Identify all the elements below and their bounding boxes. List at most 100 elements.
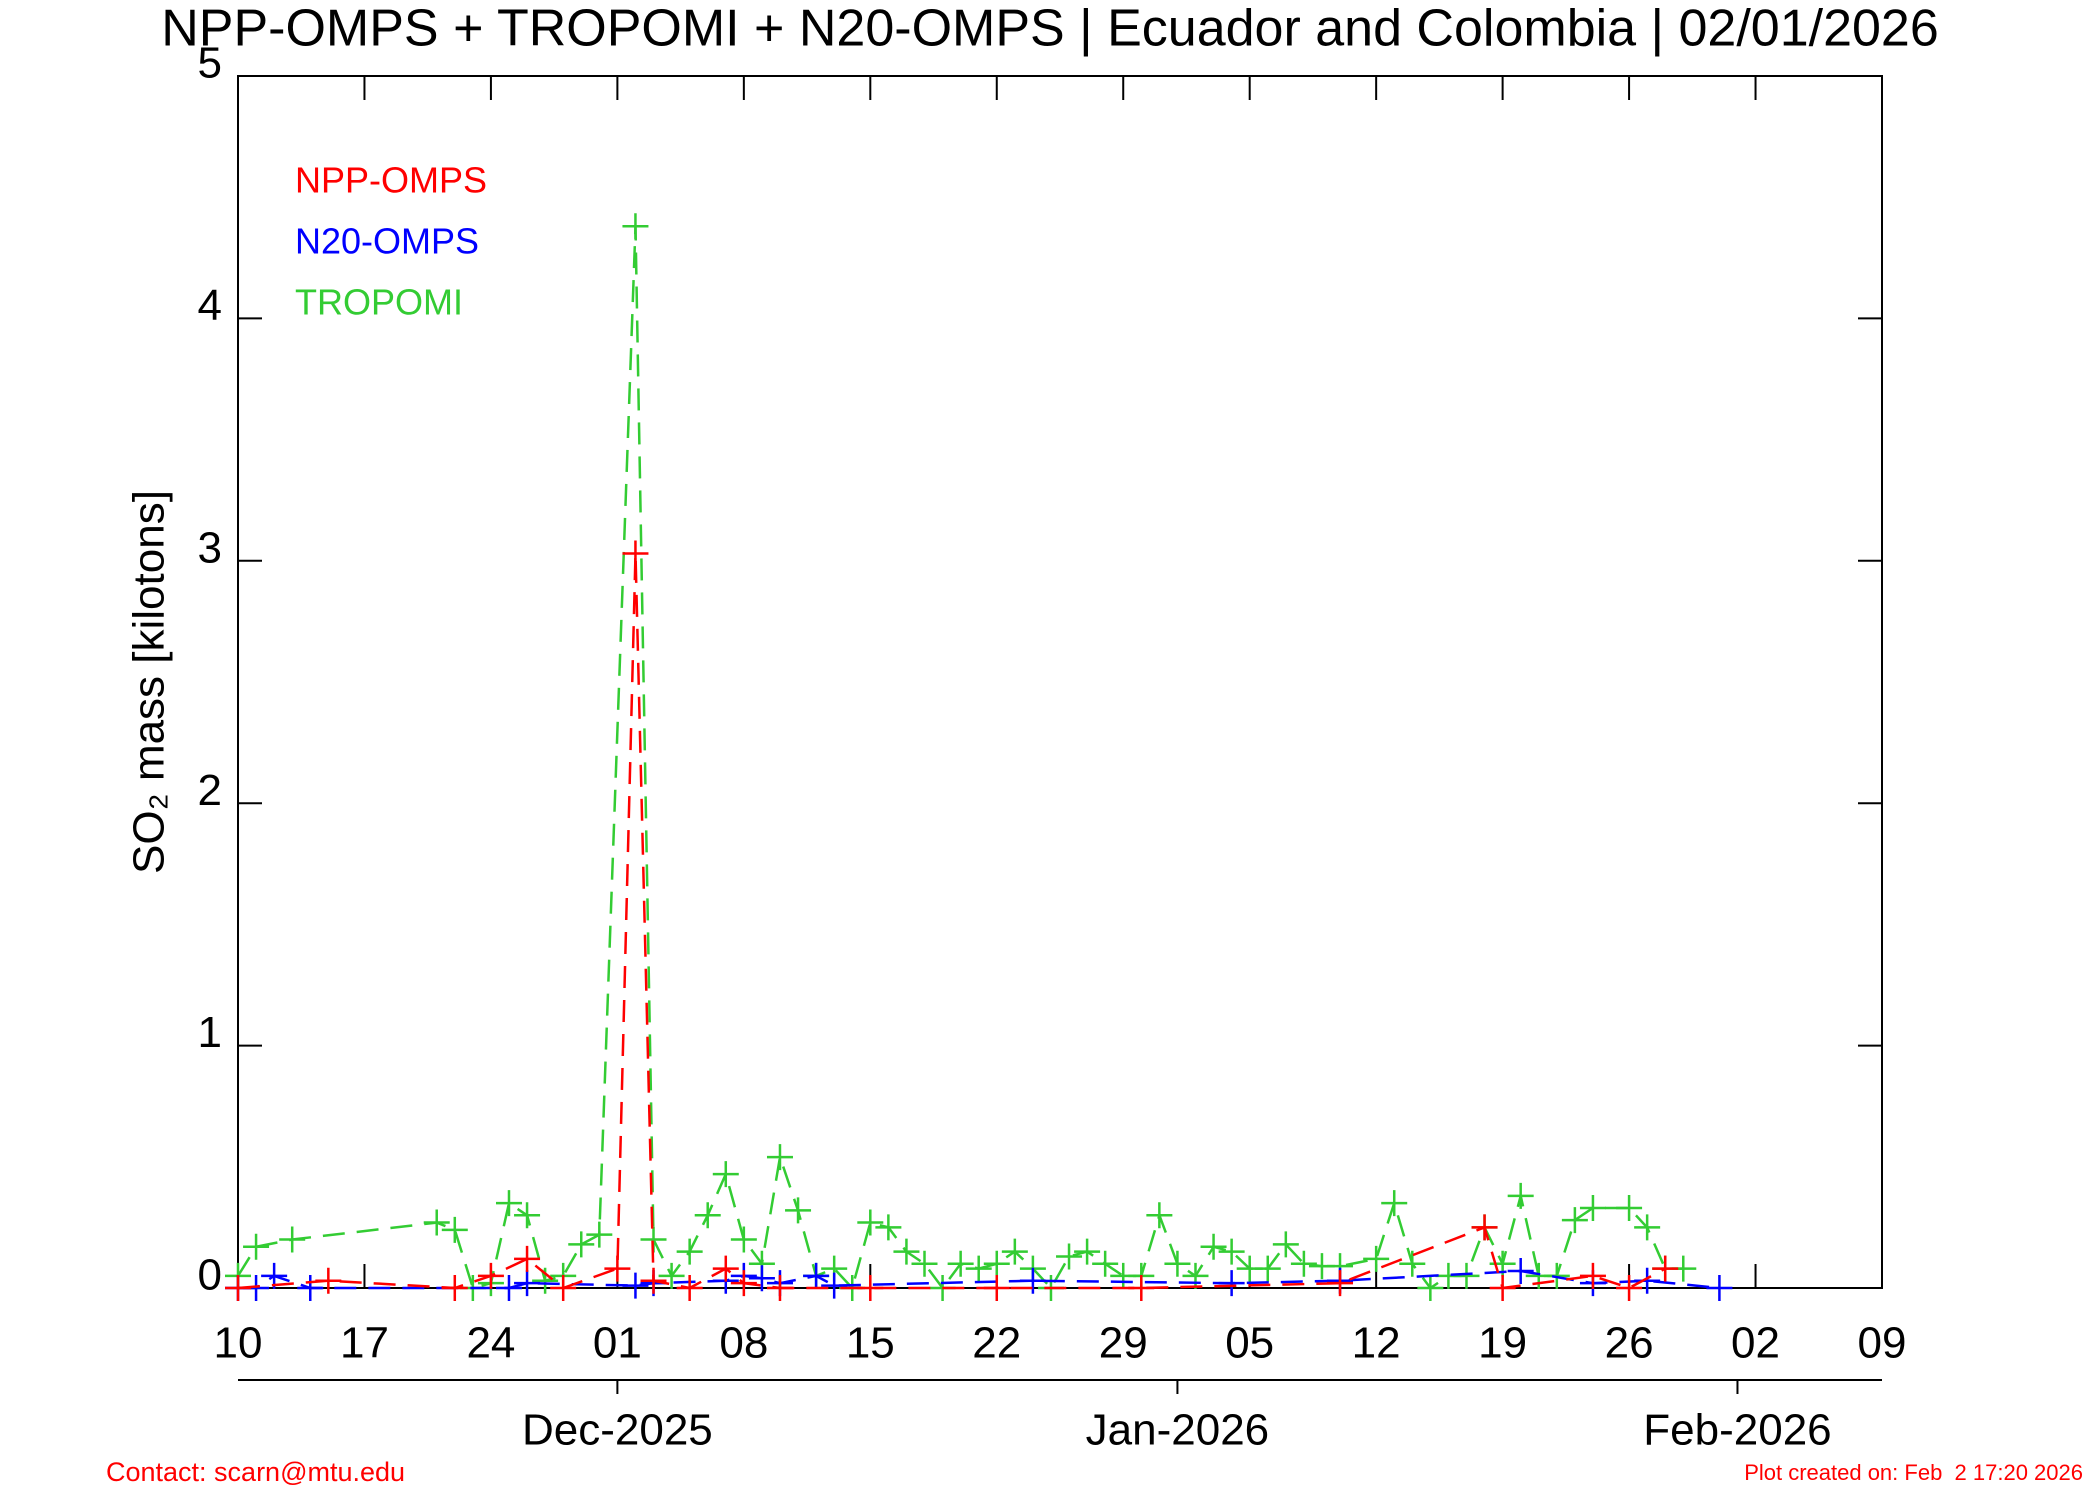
point-marker: [983, 1250, 1010, 1277]
point-marker: [983, 1275, 1010, 1301]
point-marker: [730, 1226, 757, 1253]
point-marker: [586, 1221, 613, 1248]
legend-entry: TROPOMI: [295, 282, 463, 323]
point-marker: [1471, 1214, 1498, 1241]
point-marker: [1327, 1270, 1354, 1297]
point-marker: [712, 1161, 739, 1188]
point-marker: [748, 1265, 775, 1292]
point-marker: [1561, 1207, 1588, 1234]
point-marker: [1579, 1262, 1606, 1289]
x-tick-label: 10: [214, 1319, 263, 1368]
point-marker: [766, 1144, 793, 1171]
x-tick-label: 22: [972, 1319, 1021, 1368]
point-marker: [1019, 1267, 1046, 1294]
point-marker: [712, 1255, 739, 1282]
point-marker: [676, 1238, 703, 1265]
point-marker: [1272, 1231, 1299, 1258]
x-tick-label: 24: [466, 1319, 515, 1368]
point-marker: [676, 1275, 703, 1301]
point-marker: [297, 1275, 324, 1301]
x-tick-label: 01: [593, 1319, 642, 1368]
point-marker: [1634, 1267, 1661, 1294]
y-tick-label: 5: [198, 39, 222, 88]
point-marker: [965, 1255, 992, 1282]
point-marker: [857, 1209, 884, 1236]
point-marker: [441, 1216, 468, 1243]
point-marker: [1634, 1214, 1661, 1241]
x-tick-label: 09: [1858, 1319, 1907, 1368]
point-marker: [568, 1231, 595, 1258]
point-marker: [893, 1238, 920, 1265]
point-marker: [441, 1275, 468, 1301]
x-tick-label: 08: [719, 1319, 768, 1368]
footer-contact: Contact: scarn@mtu.edu: [106, 1457, 405, 1487]
point-marker: [1652, 1255, 1679, 1282]
point-marker: [622, 1272, 649, 1299]
y-tick-label: 2: [198, 766, 222, 815]
point-marker: [821, 1272, 848, 1299]
month-label: Jan-2026: [1086, 1406, 1269, 1455]
point-marker: [1074, 1238, 1101, 1265]
point-marker: [514, 1202, 541, 1229]
x-tick-label: 19: [1478, 1319, 1527, 1368]
point-marker: [477, 1262, 504, 1289]
point-marker: [1381, 1190, 1408, 1217]
point-marker: [1146, 1202, 1173, 1229]
point-marker: [1092, 1250, 1119, 1277]
point-marker: [532, 1267, 559, 1294]
point-marker: [1706, 1275, 1733, 1301]
legend-entry: N20-OMPS: [295, 221, 479, 262]
point-marker: [1417, 1275, 1444, 1301]
point-marker: [514, 1245, 541, 1272]
point-marker: [911, 1250, 938, 1277]
point-marker: [1616, 1195, 1643, 1222]
x-tick-label: 12: [1352, 1319, 1401, 1368]
point-marker: [1200, 1233, 1227, 1260]
x-tick-label: 15: [846, 1319, 895, 1368]
point-marker: [514, 1270, 541, 1297]
chart-title: NPP-OMPS + TROPOMI + N20-OMPS | Ecuador …: [161, 0, 1939, 58]
point-marker: [1507, 1182, 1534, 1209]
point-marker: [1579, 1195, 1606, 1222]
point-marker: [1056, 1243, 1083, 1270]
point-marker: [875, 1214, 902, 1241]
x-tick-label: 05: [1225, 1319, 1274, 1368]
point-marker: [947, 1250, 974, 1277]
x-tick-label: 02: [1731, 1319, 1780, 1368]
point-marker: [279, 1226, 306, 1253]
point-marker: [550, 1275, 577, 1301]
point-marker: [1218, 1270, 1245, 1297]
point-marker: [857, 1275, 884, 1301]
y-tick-label: 0: [198, 1251, 222, 1300]
point-marker: [1290, 1250, 1317, 1277]
x-tick-label: 17: [340, 1319, 389, 1368]
month-label: Feb-2026: [1643, 1406, 1831, 1455]
series-line: [236, 226, 1684, 1291]
y-axis-label: SO₂ mass [kilotons]: [125, 490, 174, 874]
point-marker: [1453, 1262, 1480, 1289]
point-marker: [604, 1255, 631, 1282]
point-marker: [1489, 1275, 1516, 1301]
point-marker: [1507, 1258, 1534, 1285]
point-marker: [622, 540, 649, 567]
point-marker: [1001, 1238, 1028, 1265]
point-marker: [622, 213, 649, 240]
point-marker: [640, 1267, 667, 1294]
point-marker: [730, 1270, 757, 1297]
point-marker: [694, 1202, 721, 1229]
x-tick-label: 29: [1099, 1319, 1148, 1368]
point-marker: [803, 1262, 830, 1289]
x-tick-label: 26: [1605, 1319, 1654, 1368]
point-marker: [423, 1209, 450, 1236]
point-marker: [315, 1267, 342, 1294]
point-marker: [1616, 1275, 1643, 1301]
point-marker: [1164, 1250, 1191, 1277]
point-marker: [1128, 1275, 1155, 1301]
point-marker: [1363, 1245, 1390, 1272]
month-label: Dec-2025: [522, 1406, 713, 1455]
y-tick-label: 1: [198, 1008, 222, 1057]
point-marker: [495, 1190, 522, 1217]
point-marker: [225, 1275, 251, 1301]
y-tick-label: 3: [198, 523, 222, 572]
